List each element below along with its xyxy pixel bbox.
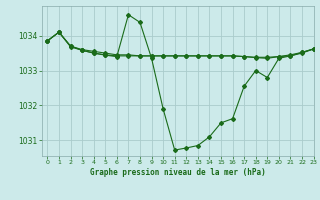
X-axis label: Graphe pression niveau de la mer (hPa): Graphe pression niveau de la mer (hPa) <box>90 168 266 177</box>
